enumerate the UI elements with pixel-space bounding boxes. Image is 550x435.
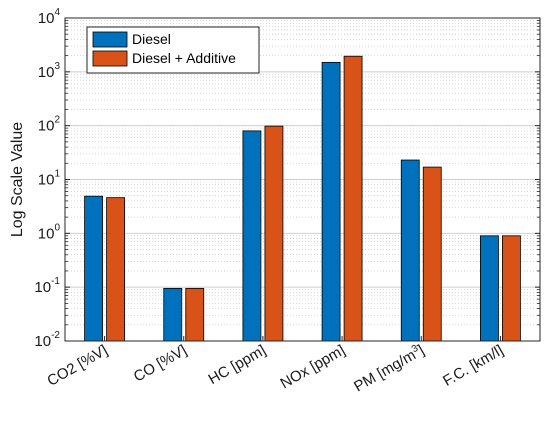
y-tick-label: 100 [38, 222, 61, 242]
legend-swatch [92, 31, 128, 48]
bar-diesel-additive [106, 197, 125, 342]
bar-diesel [321, 61, 341, 342]
bar-diesel [480, 235, 499, 342]
x-tick-label: F.C. [km/l] [440, 342, 506, 390]
y-tick-label: 104 [38, 7, 61, 27]
bar-diesel [163, 287, 183, 342]
bar-diesel [400, 159, 420, 342]
bar-diesel-additive [422, 166, 442, 342]
bar-diesel-additive [185, 287, 205, 342]
y-axis-label: Log Scale Value [9, 122, 26, 237]
bar-diesel-additive [264, 125, 284, 342]
x-tick-labels: CO2 [%V] CO [%V] HC [ppm] NOx [ppm] PM [mg/m… [44, 341, 506, 396]
bars [84, 55, 521, 342]
y-tick-label: 102 [38, 115, 61, 135]
y-tick-label: 10-2 [34, 330, 60, 350]
x-tick-label: CO2 [%V] [44, 342, 110, 390]
bar-diesel [242, 130, 262, 342]
bar-diesel-additive [343, 55, 363, 342]
legend-swatch [92, 50, 128, 67]
y-ticks: 10-2 10-1 100 101 102 103 104 [34, 7, 540, 350]
y-tick-label: 101 [38, 169, 61, 189]
y-tick-label: 103 [38, 61, 61, 81]
legend: Diesel Diesel + Additive [86, 26, 260, 74]
x-tick-label: CO [%V] [131, 342, 190, 386]
legend-label: Diesel [132, 31, 171, 47]
x-tick-label: HC [ppm] [206, 342, 269, 388]
x-tick-label: PM [mg/m3] [351, 341, 428, 396]
bar-diesel-additive [502, 235, 521, 342]
bar-diesel [84, 195, 103, 342]
legend-label: Diesel + Additive [132, 50, 236, 66]
y-tick-label: 10-1 [34, 276, 60, 296]
x-tick-label: NOx [ppm] [278, 342, 349, 393]
